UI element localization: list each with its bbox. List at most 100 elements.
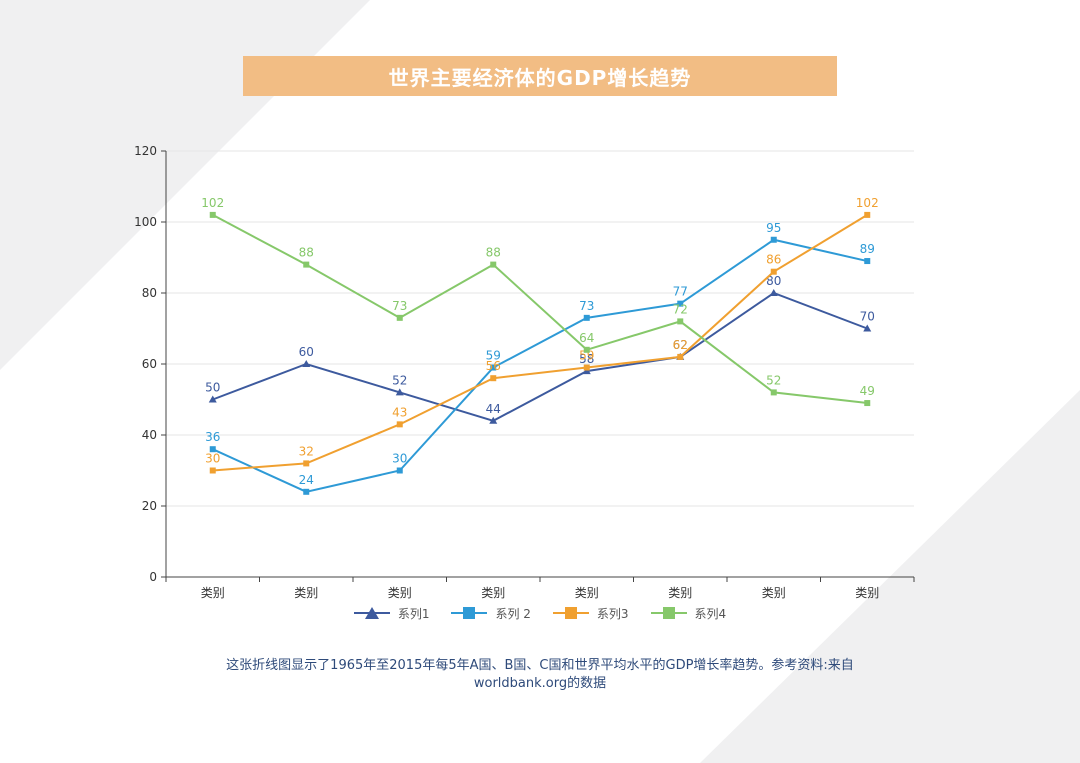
data-label: 30 [205, 452, 220, 466]
y-tick-label: 40 [142, 428, 157, 442]
chart-title-text: 世界主要经济体的GDP增长趋势 [388, 65, 692, 90]
data-label: 62 [673, 338, 688, 352]
chart-title: 世界主要经济体的GDP增长趋势 [243, 56, 837, 96]
data-point [583, 314, 590, 321]
legend-marker-icon [650, 607, 687, 619]
data-label: 44 [486, 402, 501, 416]
data-point [583, 364, 590, 371]
data-point [770, 389, 777, 396]
data-point [208, 395, 217, 403]
data-point [303, 261, 310, 268]
data-label: 52 [766, 373, 781, 387]
data-label: 52 [392, 373, 407, 387]
y-tick-label: 60 [142, 357, 157, 371]
data-point [583, 346, 590, 353]
data-point [770, 268, 777, 275]
data-label: 36 [205, 430, 220, 444]
legend-label: 系列 2 [495, 606, 531, 621]
data-label: 50 [205, 381, 220, 395]
data-label: 95 [766, 221, 781, 235]
data-label: 77 [673, 285, 688, 299]
data-point [303, 488, 310, 495]
data-point [303, 460, 310, 467]
data-point [677, 353, 684, 360]
legend-label: 系列4 [694, 606, 727, 621]
series-4: 102 88 73 88 64 72 52 49 [201, 196, 875, 407]
series-line [212, 214, 868, 472]
y-tick-label: 0 [149, 570, 157, 584]
legend-item-3: 系列3 [552, 603, 629, 623]
data-point [209, 467, 216, 474]
data-label: 88 [486, 246, 501, 260]
series-1: 50 60 52 44 58 62 80 70 [205, 274, 875, 424]
legend-marker-icon [552, 607, 589, 619]
data-label: 102 [856, 196, 879, 210]
data-point [677, 318, 684, 325]
data-label: 62 [673, 338, 688, 352]
x-tick-label: 类别 [294, 586, 318, 600]
legend-marker-icon [353, 607, 390, 619]
legend-item-4: 系列4 [650, 603, 727, 623]
series-line [212, 238, 868, 493]
y-tick-label: 80 [142, 286, 157, 300]
legend-label: 系列3 [596, 606, 629, 621]
y-tick-label: 120 [134, 144, 157, 158]
data-point [769, 289, 778, 296]
legend-marker-icon [451, 607, 488, 619]
x-tick-label: 类别 [388, 586, 412, 600]
legend-item-2: 系列 2 [451, 603, 531, 623]
data-point [209, 446, 216, 453]
x-tick-label: 类别 [762, 586, 786, 600]
data-point [863, 324, 872, 332]
data-point [770, 236, 777, 243]
data-label: 102 [201, 196, 224, 210]
legend-label: 系列1 [397, 606, 430, 621]
data-point [582, 367, 591, 375]
data-label: 59 [579, 349, 594, 363]
data-point [396, 421, 403, 428]
data-point [396, 467, 403, 474]
legend-item-1: 系列1 [353, 603, 430, 623]
x-tick-label: 类别 [575, 586, 599, 600]
data-point [490, 375, 497, 382]
data-label: 88 [299, 246, 314, 260]
data-point [489, 416, 498, 424]
x-tick-label: 类别 [855, 586, 879, 600]
y-tick-label: 20 [142, 499, 157, 513]
data-label: 64 [579, 331, 594, 345]
data-label: 43 [392, 405, 407, 419]
data-label: 60 [299, 345, 314, 359]
data-label: 72 [673, 302, 688, 316]
data-point [396, 314, 403, 321]
data-point [864, 400, 871, 407]
data-label: 80 [766, 274, 781, 288]
data-label: 89 [860, 242, 875, 256]
data-label: 59 [486, 349, 501, 363]
series-line [212, 291, 868, 422]
data-label: 56 [486, 359, 501, 373]
y-tick-label: 100 [134, 215, 157, 229]
chart-legend: 系列1 系列 2 系列3 系列4 [0, 603, 1080, 623]
x-tick-label: 类别 [668, 586, 692, 600]
data-label: 70 [860, 310, 875, 324]
data-label: 32 [299, 444, 314, 458]
data-point [490, 261, 497, 268]
chart-caption: 这张折线图显示了1965年至2015年每5年A国、B国、C国和世界平均水平的GD… [226, 658, 854, 691]
series-line [212, 214, 868, 405]
x-tick-label: 类别 [201, 586, 225, 600]
data-point [490, 364, 497, 371]
data-point [864, 211, 871, 218]
data-label: 73 [392, 299, 407, 313]
x-tick-label: 类别 [481, 586, 505, 600]
data-label: 58 [579, 352, 594, 366]
series-2: 36 24 30 59 73 77 95 89 [205, 221, 875, 495]
data-label: 49 [860, 384, 875, 398]
data-point [209, 211, 216, 218]
data-point [395, 388, 404, 396]
data-point [864, 258, 871, 265]
data-point [677, 300, 684, 307]
data-label: 30 [392, 452, 407, 466]
data-point [302, 360, 311, 367]
